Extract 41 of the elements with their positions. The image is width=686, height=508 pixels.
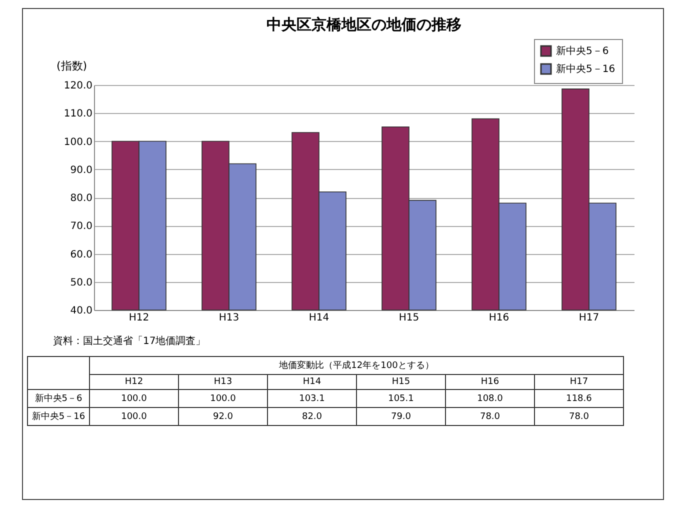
text: 新中央5－16	[32, 412, 86, 422]
category-label: H14	[302, 377, 322, 387]
data-label: 103.1	[268, 390, 356, 408]
data-label: 105.1	[356, 390, 446, 408]
data-label: 108.0	[446, 390, 534, 408]
category-label: H12	[124, 377, 144, 387]
data-label: 92.0	[178, 408, 268, 426]
data-label: 79.0	[356, 408, 446, 426]
data-label: 100.0	[178, 390, 268, 408]
data-label: 78.0	[446, 408, 534, 426]
category-label: H15	[392, 377, 410, 387]
y-tick-label: 40.0	[70, 306, 92, 316]
y-tick-label: 120.0	[64, 80, 92, 92]
chart-title: 中央区京橋地区の地価の推移	[266, 16, 462, 34]
x-tick-label: H12	[128, 312, 150, 324]
data-label: 78.0	[534, 408, 624, 426]
y-tick-label: 80.0	[70, 193, 92, 204]
y-tick-label: 70.0	[70, 221, 92, 232]
data-label: 100.0	[90, 408, 178, 426]
text: 資料：国土交通省「17地価調査」	[53, 334, 206, 348]
data-label: 118.6	[534, 390, 624, 408]
y-tick-label: 110.0	[64, 108, 92, 120]
text: 新中央5－6	[34, 394, 82, 404]
y-axis-title: (指数)	[56, 60, 88, 72]
text: 地価変動比（平成12年を100とする）	[90, 356, 624, 374]
legend-label: 新中央5－6	[556, 45, 609, 57]
x-tick-label: H14	[308, 312, 330, 324]
legend-label: 新中央5－16	[556, 63, 616, 75]
x-tick-label: H16	[488, 312, 510, 324]
category-label: H13	[214, 377, 232, 387]
y-tick-label: 100.0	[64, 136, 92, 148]
y-tick-label: 90.0	[70, 164, 92, 176]
x-tick-label: H13	[218, 312, 240, 324]
category-label: H16	[480, 377, 500, 387]
data-label: 100.0	[90, 390, 178, 408]
category-label: H17	[570, 377, 588, 387]
data-label: 82.0	[268, 408, 356, 426]
x-tick-label: H17	[578, 312, 600, 324]
x-tick-label: H15	[398, 312, 420, 324]
y-tick-label: 60.0	[70, 249, 92, 260]
y-tick-label: 50.0	[70, 277, 92, 288]
